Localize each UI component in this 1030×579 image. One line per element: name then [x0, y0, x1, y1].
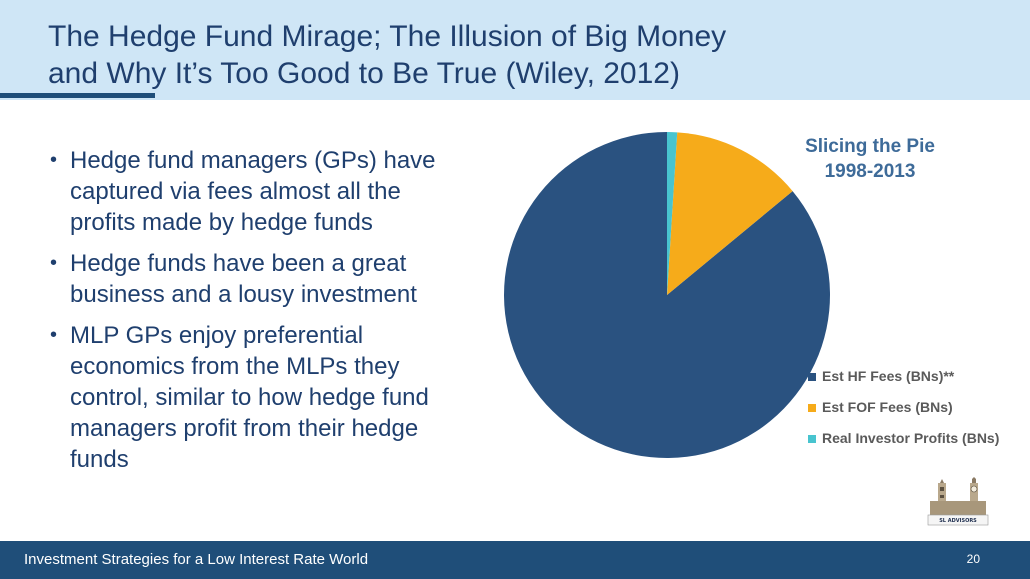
- bullet-list: Hedge fund managers (GPs) have captured …: [50, 145, 470, 485]
- page-number: 20: [966, 552, 980, 566]
- chart-title: Slicing the Pie 1998-2013: [780, 134, 960, 184]
- legend-label: Real Investor Profits (BNs): [822, 430, 1000, 446]
- pie-chart: [504, 132, 830, 458]
- chart-legend: Est HF Fees (BNs)** Est FOF Fees (BNs) R…: [808, 367, 1008, 460]
- chart-title-line-2: 1998-2013: [824, 161, 916, 182]
- bullet-item: Hedge funds have been a great business a…: [50, 248, 470, 310]
- header-band: [0, 0, 1030, 100]
- pie-slice-fof-fees: [667, 132, 793, 295]
- slide-title-line-2: and Why It’s Too Good to Be True (Wiley,…: [48, 57, 680, 90]
- legend-item-hf-fees: Est HF Fees (BNs)**: [808, 367, 1008, 386]
- legend-item-investor-profits: Real Investor Profits (BNs): [808, 429, 1008, 448]
- footer-text: Investment Strategies for a Low Interest…: [24, 551, 369, 568]
- bullet-item: MLP GPs enjoy preferential economics fro…: [50, 320, 470, 475]
- chart-title-line-1: Slicing the Pie: [805, 136, 935, 157]
- legend-label: Est HF Fees (BNs)**: [822, 368, 955, 384]
- footer-bar: Investment Strategies for a Low Interest…: [0, 541, 1030, 579]
- legend-swatch: [808, 373, 816, 381]
- bullet-item: Hedge fund managers (GPs) have captured …: [50, 145, 470, 238]
- svg-text:SL ADVISORS: SL ADVISORS: [939, 518, 977, 524]
- pie-slice-hf-fees: [504, 132, 830, 458]
- legend-item-fof-fees: Est FOF Fees (BNs): [808, 398, 1008, 417]
- legend-label: Est FOF Fees (BNs): [822, 399, 953, 415]
- header-accent-rule: [0, 93, 155, 98]
- slide-title-line-1: The Hedge Fund Mirage; The Illusion of B…: [48, 20, 727, 53]
- slide-title: The Hedge Fund Mirage; The Illusion of B…: [48, 18, 948, 92]
- sl-advisors-logo: SL ADVISORS: [927, 477, 989, 526]
- legend-swatch: [808, 435, 816, 443]
- legend-swatch: [808, 404, 816, 412]
- pie-slice-investor-profits: [667, 132, 678, 295]
